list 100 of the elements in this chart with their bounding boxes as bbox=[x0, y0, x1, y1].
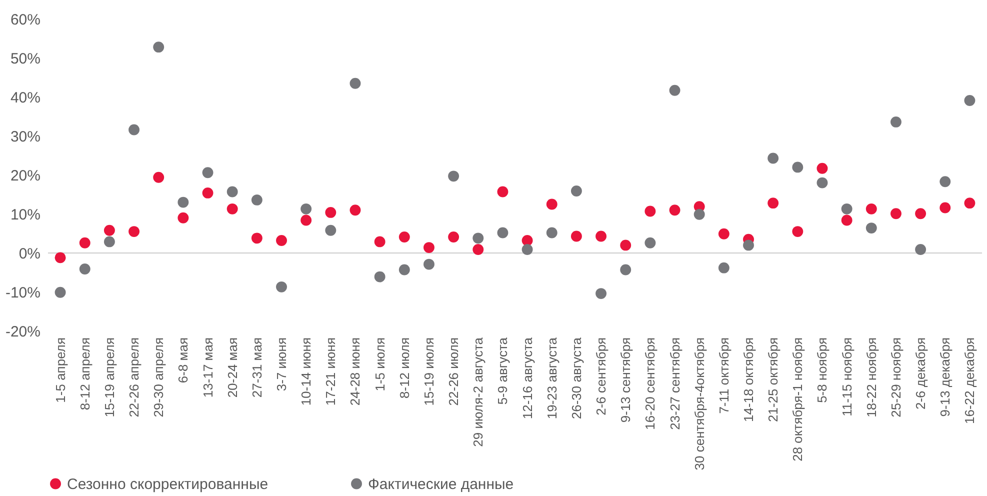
point bbox=[669, 84, 680, 96]
x-tick-label: 6-8 мая bbox=[176, 338, 191, 384]
x-tick-label: 22-26 июля bbox=[446, 338, 462, 406]
point bbox=[768, 198, 779, 209]
x-tick-label: 2-6 сентября bbox=[594, 338, 609, 416]
x-tick-label: 29-30 апреля bbox=[151, 338, 166, 418]
point bbox=[300, 203, 312, 214]
point bbox=[128, 226, 140, 238]
point bbox=[178, 212, 189, 224]
point bbox=[398, 232, 410, 242]
point bbox=[620, 264, 632, 276]
x-tick-label: 19-23 августа bbox=[544, 336, 560, 420]
point bbox=[866, 222, 877, 234]
legend-label: Фактические данные bbox=[368, 476, 514, 493]
point bbox=[350, 204, 361, 216]
x-tick-label: 15-19 апреля bbox=[102, 338, 117, 418]
point bbox=[964, 198, 976, 209]
x-tick-label: 2-6 декабря bbox=[913, 338, 928, 410]
x-tick-label: 1-5 июля bbox=[372, 338, 388, 392]
point bbox=[251, 194, 262, 206]
point bbox=[54, 252, 66, 264]
point bbox=[596, 288, 607, 300]
point bbox=[792, 162, 804, 173]
x-tick-label: 15-19 июля bbox=[421, 338, 436, 406]
x-tick-label: 14-18 октября bbox=[741, 338, 756, 422]
x-tick-label: 16-22 декабря bbox=[962, 338, 978, 424]
point bbox=[325, 224, 336, 236]
point bbox=[890, 116, 902, 128]
y-tick-label: 20% bbox=[10, 168, 40, 184]
y-tick-label: 30% bbox=[10, 128, 40, 146]
y-tick-label: -10% bbox=[5, 284, 40, 302]
point bbox=[448, 170, 460, 182]
point bbox=[522, 244, 533, 255]
point bbox=[472, 232, 484, 244]
point bbox=[964, 95, 976, 106]
point bbox=[669, 204, 680, 216]
point bbox=[374, 271, 386, 282]
point bbox=[178, 196, 189, 208]
point bbox=[866, 203, 877, 214]
y-tick-label: 60% bbox=[10, 12, 40, 28]
x-tick-label: 21-25 октября bbox=[766, 338, 781, 422]
point bbox=[448, 232, 460, 242]
x-tick-label: 3-7 июня bbox=[274, 338, 289, 392]
point bbox=[940, 176, 951, 188]
x-tick-label: 27-31 мая bbox=[249, 338, 264, 398]
point bbox=[915, 208, 926, 220]
x-tick-label: 26-30 августа bbox=[568, 336, 584, 420]
y-tick-label: 50% bbox=[10, 50, 40, 68]
point bbox=[374, 236, 386, 248]
x-tick-label: 8-12 апреля bbox=[77, 338, 92, 410]
x-tick-label: 20-24 мая bbox=[224, 338, 240, 398]
x-tick-label: 9-13 сентября bbox=[618, 338, 634, 423]
x-tick-label: 13-17 мая bbox=[200, 338, 216, 398]
y-tick-label: 40% bbox=[10, 90, 40, 106]
point bbox=[79, 264, 90, 274]
point bbox=[915, 244, 926, 255]
point bbox=[570, 230, 582, 242]
point bbox=[325, 206, 336, 218]
x-tick-label: 7-11 октября bbox=[716, 338, 732, 414]
point bbox=[620, 240, 632, 251]
point bbox=[226, 186, 238, 198]
point bbox=[841, 214, 852, 226]
x-tick-label: 28 октября-1 ноября bbox=[790, 338, 806, 462]
point bbox=[497, 227, 508, 238]
point bbox=[276, 281, 287, 292]
y-tick-label: -20% bbox=[5, 324, 40, 340]
x-tick-label: 29 июля-2 августа bbox=[470, 336, 486, 447]
point bbox=[153, 172, 164, 183]
x-tick-label: 9-13 декабря bbox=[938, 338, 953, 417]
x-tick-label: 16-20 сентября bbox=[642, 338, 658, 430]
x-tick-label: 25-29 ноября bbox=[888, 338, 904, 418]
point bbox=[570, 186, 582, 196]
x-tick-label: 1-5 апреля bbox=[52, 338, 68, 403]
x-tick-label: 23-27 сентября bbox=[667, 338, 682, 430]
point bbox=[472, 244, 484, 255]
x-tick-label: 5-8 ноября bbox=[814, 338, 830, 403]
point bbox=[596, 230, 607, 242]
x-tick-label: 10-14 июня bbox=[298, 338, 314, 406]
point bbox=[940, 202, 951, 214]
point bbox=[104, 236, 115, 248]
point bbox=[792, 226, 804, 238]
point bbox=[694, 208, 705, 220]
x-tick-label: 18-22 ноября bbox=[864, 338, 879, 418]
point bbox=[423, 258, 434, 270]
x-tick-label: 11-15 ноября bbox=[839, 338, 854, 416]
y-tick-label: 0% bbox=[18, 246, 40, 262]
point bbox=[202, 187, 214, 198]
point bbox=[890, 208, 902, 220]
point bbox=[226, 203, 238, 214]
point bbox=[104, 224, 115, 236]
point bbox=[644, 237, 656, 248]
point bbox=[276, 235, 287, 246]
point bbox=[350, 78, 361, 89]
point bbox=[128, 124, 140, 136]
point bbox=[546, 198, 558, 210]
point bbox=[300, 214, 312, 226]
point bbox=[423, 242, 434, 254]
x-tick-label: 17-21 июня bbox=[323, 338, 338, 406]
point bbox=[79, 237, 90, 248]
point bbox=[768, 152, 779, 164]
